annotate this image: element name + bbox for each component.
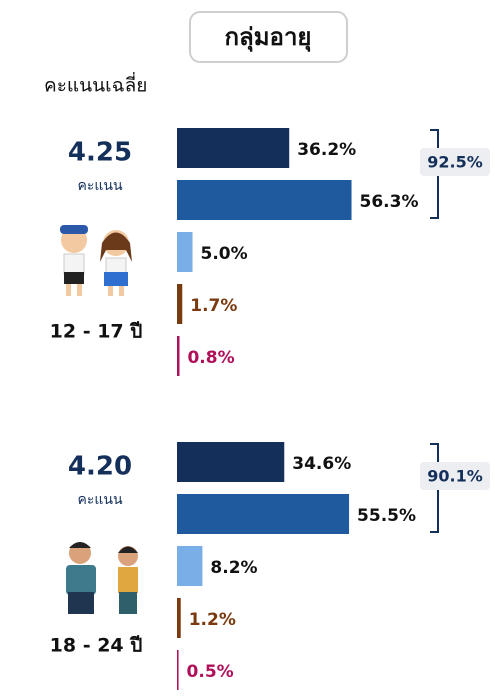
total-badge: [420, 462, 490, 490]
age-group: 12 - 17 ปี: [50, 321, 143, 343]
score-unit: คะแนน: [77, 178, 122, 194]
value-label: 56.3%: [360, 192, 419, 212]
bar: [177, 650, 179, 690]
students-illustration: [60, 225, 132, 296]
value-label: 1.7%: [190, 296, 237, 316]
bar: [177, 180, 352, 220]
value-label: 5.0%: [201, 244, 248, 264]
score: 4.20: [68, 452, 132, 482]
value-label: 1.2%: [189, 610, 236, 630]
value-label: 34.6%: [292, 454, 351, 474]
score-unit: คะแนน: [77, 492, 122, 508]
total-badge: [420, 148, 490, 176]
value-label: 0.5%: [187, 662, 234, 682]
bar: [177, 494, 350, 534]
value-label: 0.8%: [187, 348, 234, 368]
bar: [177, 232, 193, 272]
age-group: 18 - 24 ปี: [50, 635, 143, 657]
value-label: 8.2%: [210, 558, 257, 578]
total-label: 92.5%: [427, 153, 483, 172]
total-label: 90.1%: [427, 467, 483, 486]
bar: [177, 284, 183, 324]
bar: [177, 128, 290, 168]
value-label: 36.2%: [297, 140, 356, 160]
value-label: 55.5%: [357, 506, 416, 526]
adults-illustration: [66, 542, 138, 614]
bar: [177, 598, 181, 638]
bar: [177, 442, 285, 482]
bar: [177, 546, 203, 586]
score: 4.25: [68, 138, 132, 168]
bar: [177, 336, 180, 376]
subtitle: คะแนนเฉลี่ย: [44, 72, 147, 97]
title: กลุ่มอายุ: [224, 23, 311, 53]
title-box: [189, 11, 348, 63]
